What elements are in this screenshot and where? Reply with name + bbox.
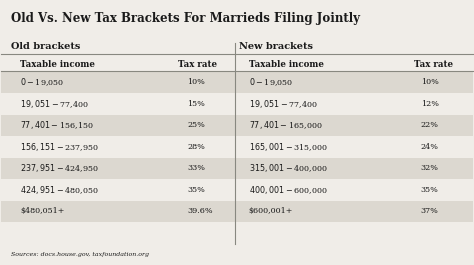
Text: 12%: 12% — [421, 100, 439, 108]
Text: $600,001+: $600,001+ — [249, 207, 293, 215]
Text: 10%: 10% — [188, 78, 205, 86]
Text: $237,951-$424,950: $237,951-$424,950 — [20, 162, 99, 174]
Text: $156,151-$237,950: $156,151-$237,950 — [20, 141, 99, 153]
Text: $480,051+: $480,051+ — [20, 207, 64, 215]
FancyBboxPatch shape — [1, 201, 473, 222]
Text: $0-$19,050: $0-$19,050 — [20, 77, 64, 88]
Text: 35%: 35% — [188, 186, 205, 194]
Text: 33%: 33% — [188, 164, 206, 173]
FancyBboxPatch shape — [1, 72, 473, 93]
FancyBboxPatch shape — [1, 136, 473, 158]
Text: 35%: 35% — [421, 186, 438, 194]
Text: Old Vs. New Tax Brackets For Marrieds Filing Jointly: Old Vs. New Tax Brackets For Marrieds Fi… — [11, 12, 360, 25]
Text: 28%: 28% — [188, 143, 205, 151]
Text: Old brackets: Old brackets — [11, 42, 80, 51]
Text: New brackets: New brackets — [239, 42, 313, 51]
FancyBboxPatch shape — [1, 158, 473, 179]
Text: $19,051-$77,400: $19,051-$77,400 — [20, 98, 89, 110]
Text: $400,001-$600,000: $400,001-$600,000 — [249, 184, 328, 196]
Text: Tax rate: Tax rate — [178, 60, 217, 69]
Text: 37%: 37% — [421, 207, 438, 215]
Text: $424,951-$480,050: $424,951-$480,050 — [20, 184, 99, 196]
Text: 25%: 25% — [188, 121, 205, 129]
Text: 24%: 24% — [421, 143, 439, 151]
Text: $77,401-$165,000: $77,401-$165,000 — [249, 120, 322, 131]
Text: $77,401-$156,150: $77,401-$156,150 — [20, 120, 94, 131]
Text: 10%: 10% — [421, 78, 438, 86]
Text: Tax rate: Tax rate — [414, 60, 453, 69]
Text: Taxable income: Taxable income — [249, 60, 324, 69]
Text: Sources: docs.house.gov, taxfoundation.org: Sources: docs.house.gov, taxfoundation.o… — [11, 252, 149, 257]
Text: 32%: 32% — [421, 164, 439, 173]
Text: $165,001-$315,000: $165,001-$315,000 — [249, 141, 328, 153]
FancyBboxPatch shape — [1, 179, 473, 201]
Text: Taxable income: Taxable income — [20, 60, 95, 69]
Text: 15%: 15% — [188, 100, 205, 108]
FancyBboxPatch shape — [1, 93, 473, 115]
FancyBboxPatch shape — [1, 115, 473, 136]
Text: $0-$19,050: $0-$19,050 — [249, 77, 293, 88]
Text: $315,001-$400,000: $315,001-$400,000 — [249, 162, 328, 174]
Text: 39.6%: 39.6% — [188, 207, 213, 215]
Text: 22%: 22% — [421, 121, 439, 129]
Text: $19,051-$77,400: $19,051-$77,400 — [249, 98, 318, 110]
